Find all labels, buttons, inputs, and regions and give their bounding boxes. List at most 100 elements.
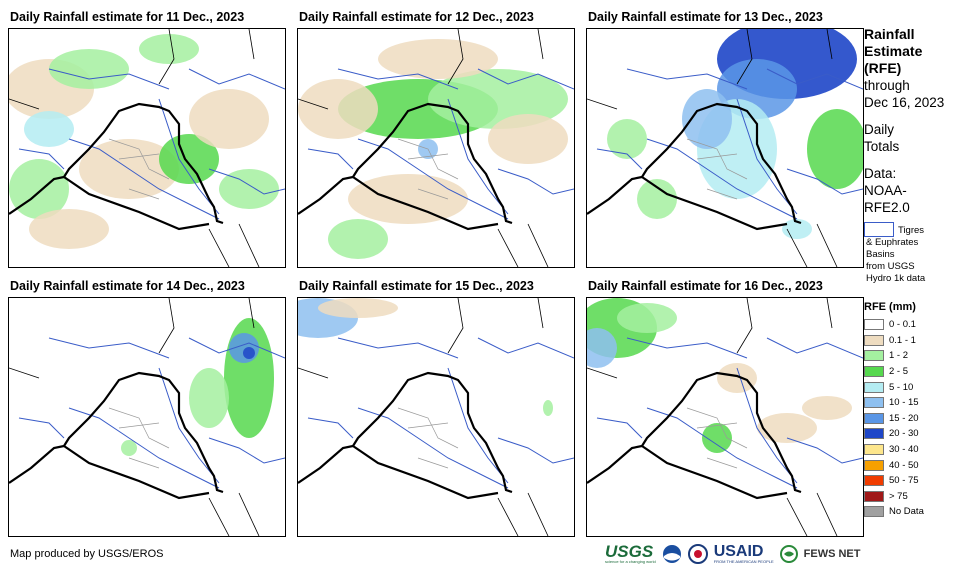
legend: 0 - 0.1 0.1 - 1 1 - 2 2 - 5 5 - 10 10 - 15 15 … xyxy=(864,317,964,520)
panel-title: Daily Rainfall estimate for 16 Dec., 202… xyxy=(588,279,823,293)
basin-outline xyxy=(596,148,643,170)
rain-patch xyxy=(29,209,109,249)
legend-label: 30 - 40 xyxy=(889,444,919,456)
legend-item: > 75 xyxy=(864,489,964,505)
iraq-border xyxy=(352,176,499,231)
noaa-logo xyxy=(662,544,681,563)
legend-swatch xyxy=(864,350,884,362)
basin-outline xyxy=(447,367,509,484)
legend-item: 1 - 2 xyxy=(864,348,964,364)
rain-patch xyxy=(189,89,269,149)
sidebar-title-3: (RFE) xyxy=(864,60,902,76)
legend-item: 20 - 30 xyxy=(864,426,964,442)
basins-label-4: from USGS xyxy=(866,261,915,272)
iraq-border xyxy=(641,445,788,500)
legend-swatch xyxy=(864,397,884,409)
rain-patch xyxy=(348,174,468,224)
fews-globe-icon xyxy=(779,544,798,563)
legend-label: 50 - 75 xyxy=(889,475,919,487)
basin-outline xyxy=(307,417,354,439)
rainfall-map xyxy=(587,29,863,267)
sidebar-title-2: Estimate xyxy=(864,43,923,59)
legend-label: 0 - 0.1 xyxy=(889,319,916,331)
province-border xyxy=(686,407,748,469)
basin-outline xyxy=(766,337,863,359)
legend-label: No Data xyxy=(889,506,924,518)
map-panel-14-dec: Daily Rainfall estimate for 14 Dec., 202… xyxy=(8,279,286,537)
basin-outline xyxy=(477,68,574,90)
map-panel-12-dec: Daily Rainfall estimate for 12 Dec., 202… xyxy=(297,10,575,268)
basin-outline xyxy=(208,437,285,464)
basin-outline xyxy=(736,367,798,484)
map-panel-16-dec: Daily Rainfall estimate for 16 Dec., 202… xyxy=(586,279,864,537)
map-panel-15-dec: Daily Rainfall estimate for 15 Dec., 202… xyxy=(297,279,575,537)
neighbor-border xyxy=(9,29,260,267)
basin-outline xyxy=(646,138,798,220)
basin-outline xyxy=(188,337,285,359)
rain-patch xyxy=(298,79,378,139)
legend-label: 15 - 20 xyxy=(889,412,919,424)
legend-label: 40 - 50 xyxy=(889,459,919,471)
rain-patch xyxy=(159,134,219,184)
legend-item: 10 - 15 xyxy=(864,395,964,411)
basin-outline xyxy=(68,407,220,489)
rain-patch xyxy=(717,363,757,393)
basin-outline xyxy=(497,437,574,464)
legend-item: 0 - 0.1 xyxy=(864,317,964,333)
basin-outline xyxy=(357,138,509,220)
rain-patch xyxy=(328,219,388,259)
legend-swatch xyxy=(864,444,884,456)
rain-patch xyxy=(219,169,279,209)
basin-outline xyxy=(786,437,863,464)
data-label: Data: xyxy=(864,166,897,181)
legend-swatch xyxy=(864,490,884,502)
basin-outline xyxy=(18,148,65,170)
panel-title: Daily Rainfall estimate for 12 Dec., 202… xyxy=(299,10,534,24)
legend-label: 1 - 2 xyxy=(889,350,909,362)
rain-patch xyxy=(637,179,677,219)
neighbor-border xyxy=(298,29,549,267)
legend-item: 15 - 20 xyxy=(864,411,964,427)
neighbor-border xyxy=(587,29,838,267)
basin-outline xyxy=(626,337,748,359)
basin-outline xyxy=(447,98,509,215)
basin-outline xyxy=(68,138,220,220)
map-frame xyxy=(586,297,864,537)
rain-patch xyxy=(243,347,255,359)
rain-patch xyxy=(318,298,398,318)
usaid-seal xyxy=(687,543,708,564)
iraq-border xyxy=(352,445,499,500)
rain-patch xyxy=(607,119,647,159)
legend-label: 2 - 5 xyxy=(889,366,909,378)
legend-swatch xyxy=(864,506,884,518)
rain-patch xyxy=(757,413,817,443)
rain-patch xyxy=(378,39,498,79)
basin-outline xyxy=(48,68,170,90)
rain-patch xyxy=(49,49,129,89)
legend-label: 10 - 15 xyxy=(889,397,919,409)
basin-outline xyxy=(158,367,220,484)
legend-item: 0.1 - 1 xyxy=(864,333,964,349)
basin-outline xyxy=(48,337,170,359)
legend-item: No Data xyxy=(864,504,964,520)
rain-patch xyxy=(617,303,677,333)
legend-swatch xyxy=(864,334,884,346)
neighbor-border xyxy=(587,298,838,536)
rainfall-map xyxy=(9,29,285,267)
basin-outline xyxy=(188,68,285,90)
legend-swatch xyxy=(864,459,884,471)
basin-outline xyxy=(337,337,459,359)
totals-label: Totals xyxy=(864,139,900,154)
basin-outline xyxy=(18,417,65,439)
rain-patch xyxy=(24,111,74,147)
usgs-logo: USGS science for a changing world xyxy=(605,542,656,564)
legend-swatch xyxy=(864,428,884,440)
neighbor-border xyxy=(298,298,549,536)
logos: USGS science for a changing world USAID … xyxy=(605,543,860,564)
neighbor-border xyxy=(9,298,260,536)
legend-swatch xyxy=(864,319,884,331)
rain-patch xyxy=(543,400,553,416)
map-panel-11-dec: Daily Rainfall estimate for 11 Dec., 202… xyxy=(8,10,286,268)
province-border xyxy=(108,138,170,200)
basin-outline xyxy=(208,168,285,195)
